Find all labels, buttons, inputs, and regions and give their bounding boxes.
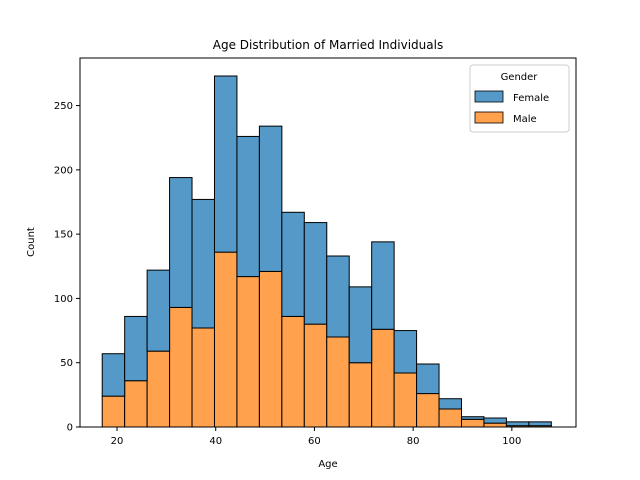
x-tick-label-20: 20 <box>111 436 124 447</box>
legend-title: Gender <box>501 72 539 83</box>
bar-female-4 <box>191 198 215 329</box>
y-tick-label-200: 200 <box>54 165 73 176</box>
bar-male-3 <box>169 306 193 428</box>
x-tick-label-80: 80 <box>407 436 420 447</box>
bar-female-9 <box>303 222 328 325</box>
bar-female-14 <box>416 363 440 395</box>
y-tick-label-250: 250 <box>54 101 73 112</box>
bar-female-0 <box>101 353 126 397</box>
bar-male-4 <box>191 327 215 428</box>
legend-swatch-female <box>474 90 504 103</box>
bar-male-11 <box>348 362 373 428</box>
bar-female-7 <box>258 125 283 272</box>
legend-label-female: Female <box>513 93 549 104</box>
x-tick-label-60: 60 <box>308 436 321 447</box>
x-tick-label-100: 100 <box>502 436 521 447</box>
y-tick-label-0: 0 <box>67 423 73 434</box>
bar-male-2 <box>146 350 171 428</box>
bar-male-12 <box>371 328 395 428</box>
bar-female-6 <box>236 135 260 278</box>
bar-female-19 <box>528 421 552 427</box>
bar-female-15 <box>438 398 463 410</box>
legend-swatch-male <box>474 111 504 124</box>
legend-label-male: Male <box>513 114 537 125</box>
bar-male-9 <box>303 323 328 428</box>
bar-female-12 <box>371 241 395 330</box>
bar-female-11 <box>348 286 373 364</box>
bar-female-8 <box>281 211 305 317</box>
bar-female-18 <box>505 421 530 427</box>
bar-male-8 <box>281 315 305 428</box>
plot-frame <box>79 57 577 428</box>
bar-female-2 <box>146 269 171 352</box>
bar-female-3 <box>169 177 193 308</box>
bar-female-17 <box>483 417 507 424</box>
x-tick-label-40: 40 <box>209 436 222 447</box>
y-axis-label: Count <box>26 227 37 257</box>
bar-male-17 <box>483 422 507 428</box>
x-axis: 20 40 60 80 100 <box>111 427 521 447</box>
y-tick-label-150: 150 <box>54 230 73 241</box>
bar-male-13 <box>393 372 418 428</box>
bar-female-10 <box>326 255 350 338</box>
legend: Gender Female Male <box>469 64 570 133</box>
bar-male-10 <box>326 336 350 428</box>
bar-female-1 <box>124 315 148 382</box>
y-tick-label-100: 100 <box>54 294 73 305</box>
bar-female-16 <box>461 416 485 420</box>
y-tick-label-50: 50 <box>60 358 73 369</box>
y-axis: 0 50 100 150 200 250 <box>54 101 80 434</box>
bar-female-5 <box>213 75 238 253</box>
bar-male-7 <box>258 270 283 428</box>
bars-layer <box>101 75 552 428</box>
bar-male-1 <box>124 380 148 428</box>
bar-male-15 <box>438 408 463 428</box>
bar-male-5 <box>213 251 238 428</box>
bar-male-16 <box>461 418 485 428</box>
bar-male-0 <box>101 395 126 428</box>
chart-title: Age Distribution of Married Individuals <box>213 38 443 52</box>
bar-male-6 <box>236 276 260 428</box>
x-axis-label: Age <box>318 459 337 470</box>
bar-male-14 <box>416 393 440 428</box>
bar-female-13 <box>393 330 418 374</box>
